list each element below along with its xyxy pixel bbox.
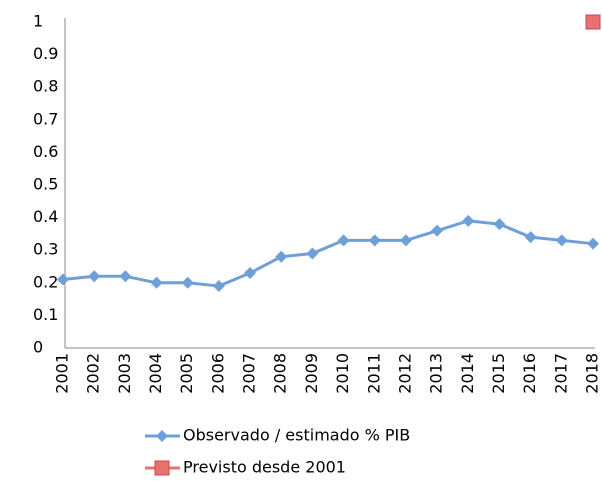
data-point xyxy=(462,214,475,227)
x-tick-label: 2005 xyxy=(177,353,196,394)
x-tick-label: 2016 xyxy=(520,353,539,394)
data-point xyxy=(431,224,444,237)
y-tick-label: 0.3 xyxy=(33,240,58,259)
data-point xyxy=(88,270,101,283)
data-point xyxy=(181,276,194,289)
x-tick-label: 2017 xyxy=(551,353,570,394)
data-point xyxy=(244,267,257,280)
x-tick-label: 2011 xyxy=(364,353,383,394)
data-point xyxy=(337,234,350,247)
x-tick-label: 2009 xyxy=(302,353,321,394)
x-tick-label: 2013 xyxy=(427,353,446,394)
data-point xyxy=(119,270,132,283)
y-tick-label: 0 xyxy=(33,338,43,357)
y-tick-label: 1 xyxy=(33,12,43,31)
data-point xyxy=(555,234,568,247)
data-point xyxy=(275,250,288,263)
x-tick-label: 2002 xyxy=(84,353,103,394)
x-tick-label: 2001 xyxy=(53,353,72,394)
x-tick-label: 2007 xyxy=(240,353,259,394)
x-tick-label: 2004 xyxy=(146,353,165,394)
data-point xyxy=(368,234,381,247)
data-point xyxy=(306,247,319,260)
data-point xyxy=(493,218,506,231)
x-tick-label: 2003 xyxy=(115,353,134,394)
legend-marker xyxy=(154,460,170,476)
y-tick-label: 0.9 xyxy=(33,44,58,63)
x-tick-label: 2008 xyxy=(271,353,290,394)
x-tick-label: 2006 xyxy=(208,353,227,394)
y-tick-label: 0.6 xyxy=(33,142,58,161)
legend-marker xyxy=(156,430,168,442)
x-tick-label: 2014 xyxy=(458,353,477,394)
data-point xyxy=(399,234,412,247)
data-point xyxy=(585,14,601,30)
y-tick-label: 0.7 xyxy=(33,109,58,128)
data-point xyxy=(150,276,163,289)
x-tick-label: 2018 xyxy=(583,353,602,394)
y-tick-label: 0.4 xyxy=(33,207,58,226)
y-tick-label: 0.1 xyxy=(33,305,58,324)
x-tick-label: 2010 xyxy=(333,353,352,394)
y-tick-label: 0.5 xyxy=(33,175,58,194)
data-point xyxy=(57,273,69,286)
x-tick-label: 2012 xyxy=(395,353,414,394)
x-tick-label: 2015 xyxy=(489,353,508,394)
series-line xyxy=(62,219,594,288)
data-point xyxy=(524,231,537,244)
data-point xyxy=(587,237,599,250)
data-point xyxy=(212,280,225,293)
legend-label: Previsto desde 2001 xyxy=(183,458,346,477)
legend-label: Observado / estimado % PIB xyxy=(183,426,410,445)
y-tick-label: 0.2 xyxy=(33,272,58,291)
y-tick-label: 0.8 xyxy=(33,77,58,96)
